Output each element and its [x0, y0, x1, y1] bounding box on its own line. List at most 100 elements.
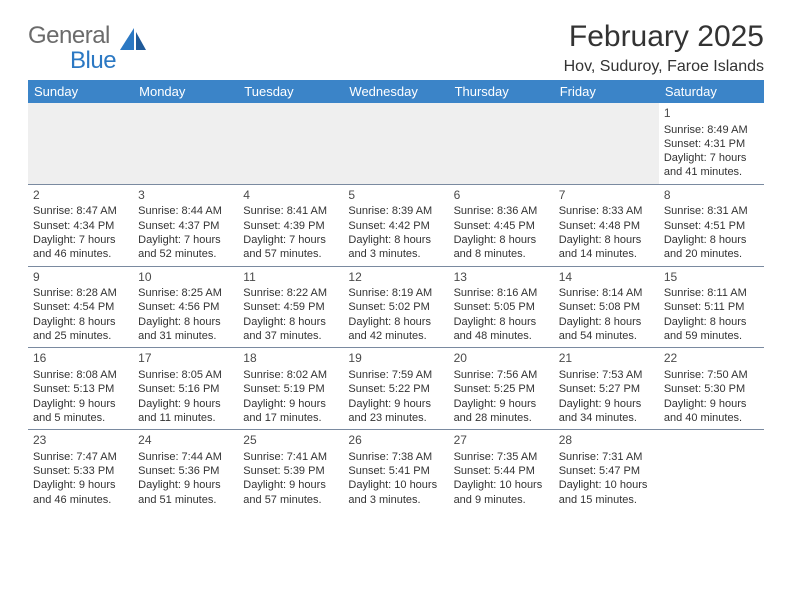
day-cell: 13Sunrise: 8:16 AMSunset: 5:05 PMDayligh… [449, 267, 554, 348]
sunset-text: Sunset: 4:54 PM [33, 300, 128, 314]
sunrise-text: Sunrise: 7:38 AM [348, 450, 443, 464]
sunrise-text: Sunrise: 7:35 AM [454, 450, 549, 464]
weekday-saturday: Saturday [659, 80, 764, 103]
day-cell: 5Sunrise: 8:39 AMSunset: 4:42 PMDaylight… [343, 185, 448, 266]
sunrise-text: Sunrise: 8:16 AM [454, 286, 549, 300]
day-number: 7 [559, 188, 654, 204]
day-number: 6 [454, 188, 549, 204]
weekday-header: Sunday Monday Tuesday Wednesday Thursday… [28, 80, 764, 103]
daylight-text: Daylight: 9 hours and 17 minutes. [243, 397, 338, 426]
title-block: February 2025 Hov, Suduroy, Faroe Island… [564, 20, 764, 76]
day-cell: 18Sunrise: 8:02 AMSunset: 5:19 PMDayligh… [238, 348, 343, 429]
day-number: 16 [33, 351, 128, 367]
sunset-text: Sunset: 5:36 PM [138, 464, 233, 478]
sunrise-text: Sunrise: 7:53 AM [559, 368, 654, 382]
sunrise-text: Sunrise: 7:41 AM [243, 450, 338, 464]
sunset-text: Sunset: 5:05 PM [454, 300, 549, 314]
sunrise-text: Sunrise: 7:31 AM [559, 450, 654, 464]
day-number: 3 [138, 188, 233, 204]
empty-cell [133, 103, 238, 184]
day-cell: 27Sunrise: 7:35 AMSunset: 5:44 PMDayligh… [449, 430, 554, 511]
calendar-page: General Blue February 2025 Hov, Suduroy,… [0, 0, 792, 521]
week-row: 2Sunrise: 8:47 AMSunset: 4:34 PMDaylight… [28, 184, 764, 266]
sunrise-text: Sunrise: 8:36 AM [454, 204, 549, 218]
logo-text-general: General [28, 26, 116, 46]
day-number: 20 [454, 351, 549, 367]
daylight-text: Daylight: 9 hours and 11 minutes. [138, 397, 233, 426]
day-number: 2 [33, 188, 128, 204]
daylight-text: Daylight: 8 hours and 8 minutes. [454, 233, 549, 262]
sunrise-text: Sunrise: 8:33 AM [559, 204, 654, 218]
daylight-text: Daylight: 10 hours and 15 minutes. [559, 478, 654, 507]
empty-cell [343, 103, 448, 184]
location: Hov, Suduroy, Faroe Islands [564, 58, 764, 76]
empty-cell [659, 430, 764, 511]
empty-cell [28, 103, 133, 184]
day-cell: 14Sunrise: 8:14 AMSunset: 5:08 PMDayligh… [554, 267, 659, 348]
day-number: 22 [664, 351, 759, 367]
weekday-tuesday: Tuesday [238, 80, 343, 103]
daylight-text: Daylight: 9 hours and 23 minutes. [348, 397, 443, 426]
sunset-text: Sunset: 4:51 PM [664, 219, 759, 233]
sunset-text: Sunset: 5:16 PM [138, 382, 233, 396]
day-number: 15 [664, 270, 759, 286]
sunrise-text: Sunrise: 8:05 AM [138, 368, 233, 382]
day-number: 21 [559, 351, 654, 367]
day-number: 23 [33, 433, 128, 449]
sunrise-text: Sunrise: 8:39 AM [348, 204, 443, 218]
sunrise-text: Sunrise: 8:19 AM [348, 286, 443, 300]
daylight-text: Daylight: 8 hours and 3 minutes. [348, 233, 443, 262]
sunrise-text: Sunrise: 8:25 AM [138, 286, 233, 300]
day-cell: 2Sunrise: 8:47 AMSunset: 4:34 PMDaylight… [28, 185, 133, 266]
empty-cell [238, 103, 343, 184]
calendar-grid: 1Sunrise: 8:49 AMSunset: 4:31 PMDaylight… [28, 103, 764, 511]
daylight-text: Daylight: 8 hours and 14 minutes. [559, 233, 654, 262]
sunset-text: Sunset: 4:56 PM [138, 300, 233, 314]
daylight-text: Daylight: 8 hours and 48 minutes. [454, 315, 549, 344]
day-number: 13 [454, 270, 549, 286]
day-number: 17 [138, 351, 233, 367]
month-title: February 2025 [564, 20, 764, 54]
sunset-text: Sunset: 4:37 PM [138, 219, 233, 233]
weekday-thursday: Thursday [449, 80, 554, 103]
day-cell: 7Sunrise: 8:33 AMSunset: 4:48 PMDaylight… [554, 185, 659, 266]
sunset-text: Sunset: 5:30 PM [664, 382, 759, 396]
sunset-text: Sunset: 5:44 PM [454, 464, 549, 478]
day-cell: 19Sunrise: 7:59 AMSunset: 5:22 PMDayligh… [343, 348, 448, 429]
daylight-text: Daylight: 7 hours and 46 minutes. [33, 233, 128, 262]
day-cell: 4Sunrise: 8:41 AMSunset: 4:39 PMDaylight… [238, 185, 343, 266]
weekday-friday: Friday [554, 80, 659, 103]
day-number: 4 [243, 188, 338, 204]
sunrise-text: Sunrise: 8:28 AM [33, 286, 128, 300]
day-number: 14 [559, 270, 654, 286]
daylight-text: Daylight: 9 hours and 40 minutes. [664, 397, 759, 426]
daylight-text: Daylight: 8 hours and 25 minutes. [33, 315, 128, 344]
sunset-text: Sunset: 5:02 PM [348, 300, 443, 314]
day-number: 26 [348, 433, 443, 449]
sunset-text: Sunset: 5:47 PM [559, 464, 654, 478]
day-cell: 6Sunrise: 8:36 AMSunset: 4:45 PMDaylight… [449, 185, 554, 266]
day-cell: 9Sunrise: 8:28 AMSunset: 4:54 PMDaylight… [28, 267, 133, 348]
day-cell: 22Sunrise: 7:50 AMSunset: 5:30 PMDayligh… [659, 348, 764, 429]
day-number: 24 [138, 433, 233, 449]
day-cell: 8Sunrise: 8:31 AMSunset: 4:51 PMDaylight… [659, 185, 764, 266]
day-cell: 15Sunrise: 8:11 AMSunset: 5:11 PMDayligh… [659, 267, 764, 348]
sunrise-text: Sunrise: 7:50 AM [664, 368, 759, 382]
weekday-wednesday: Wednesday [343, 80, 448, 103]
daylight-text: Daylight: 8 hours and 20 minutes. [664, 233, 759, 262]
sunset-text: Sunset: 5:22 PM [348, 382, 443, 396]
daylight-text: Daylight: 8 hours and 42 minutes. [348, 315, 443, 344]
day-number: 27 [454, 433, 549, 449]
day-number: 10 [138, 270, 233, 286]
daylight-text: Daylight: 8 hours and 59 minutes. [664, 315, 759, 344]
day-cell: 11Sunrise: 8:22 AMSunset: 4:59 PMDayligh… [238, 267, 343, 348]
logo-text-blue: Blue [70, 51, 116, 71]
day-cell: 21Sunrise: 7:53 AMSunset: 5:27 PMDayligh… [554, 348, 659, 429]
weekday-monday: Monday [133, 80, 238, 103]
sunrise-text: Sunrise: 8:08 AM [33, 368, 128, 382]
daylight-text: Daylight: 8 hours and 54 minutes. [559, 315, 654, 344]
daylight-text: Daylight: 8 hours and 31 minutes. [138, 315, 233, 344]
daylight-text: Daylight: 10 hours and 3 minutes. [348, 478, 443, 507]
sunset-text: Sunset: 4:48 PM [559, 219, 654, 233]
day-number: 25 [243, 433, 338, 449]
